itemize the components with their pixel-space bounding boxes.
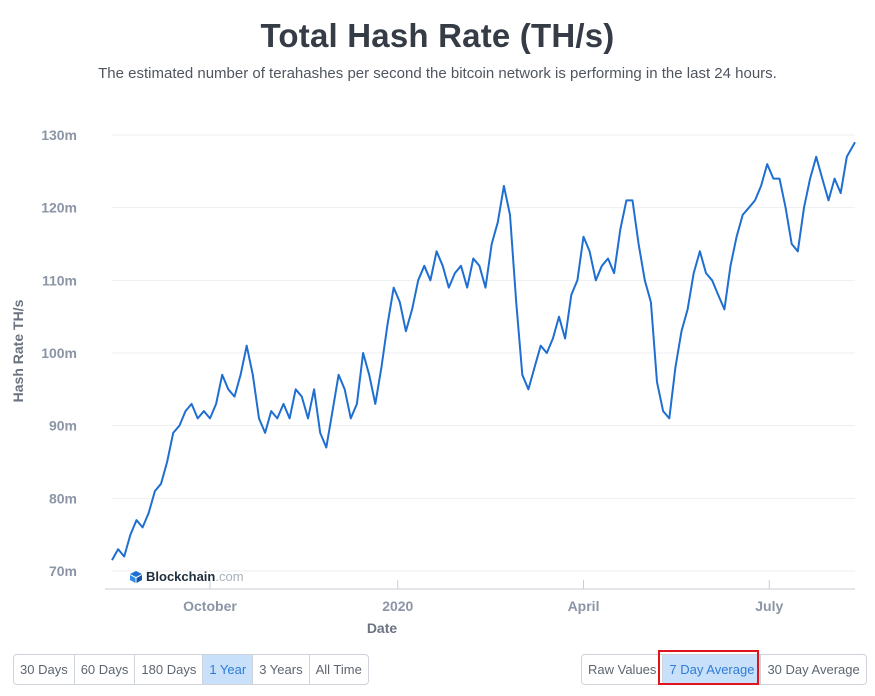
hash-rate-chart: 70m 80m 90m 100m 110m 120m 130m October 2020 Apr… [10, 127, 856, 636]
x-axis: October 2020 April July [105, 580, 855, 614]
x-tick-label: 2020 [382, 598, 413, 614]
y-tick-label: 110m [42, 272, 77, 288]
page-title: Total Hash Rate (TH/s) [260, 17, 615, 54]
x-axis-title: Date [367, 620, 398, 636]
page-subtitle: The estimated number of terahashes per s… [98, 65, 777, 82]
range-button-60-days[interactable]: 60 Days [75, 655, 136, 684]
range-button-all-time[interactable]: All Time [315, 662, 362, 677]
y-tick-label: 100m [41, 345, 77, 361]
y-tick-label: 130m [41, 127, 77, 143]
range-button-180-days[interactable]: 180 Days [135, 655, 204, 684]
range-button-30-days[interactable]: 30 Days [14, 655, 75, 684]
grid-lines [112, 134, 855, 572]
x-tick-label: April [568, 598, 600, 614]
y-tick-label: 70m [49, 563, 77, 579]
average-button-raw-values[interactable]: Raw Values [582, 655, 664, 684]
brand-watermark: Blockchain .com [130, 569, 244, 584]
average-button-7-day[interactable]: 7 Day Average [663, 655, 762, 684]
brand-name: Blockchain [146, 569, 216, 584]
range-button-group: 30 Days 60 Days 180 Days 1 Year 3 Years … [13, 654, 369, 685]
x-tick-label: July [755, 598, 783, 614]
y-tick-label: 80m [49, 490, 77, 506]
x-tick-label: October [183, 598, 237, 614]
brand-suffix: .com [215, 569, 244, 584]
average-button-group: Raw Values 7 Day Average 30 Day Average [581, 654, 867, 685]
y-tick-label: 90m [49, 418, 77, 434]
y-axis-title: Hash Rate TH/s [10, 299, 26, 402]
blockchain-logo-icon [130, 570, 142, 583]
series-line [111, 141, 856, 561]
range-button-1-year[interactable]: 1 Year [203, 655, 254, 684]
average-button-30-day[interactable]: 30 Day Average [767, 662, 860, 677]
y-axis-ticks: 70m 80m 90m 100m 110m 120m 130m [41, 127, 77, 579]
y-tick-label: 120m [41, 200, 77, 216]
range-button-3-years[interactable]: 3 Years [253, 655, 310, 684]
